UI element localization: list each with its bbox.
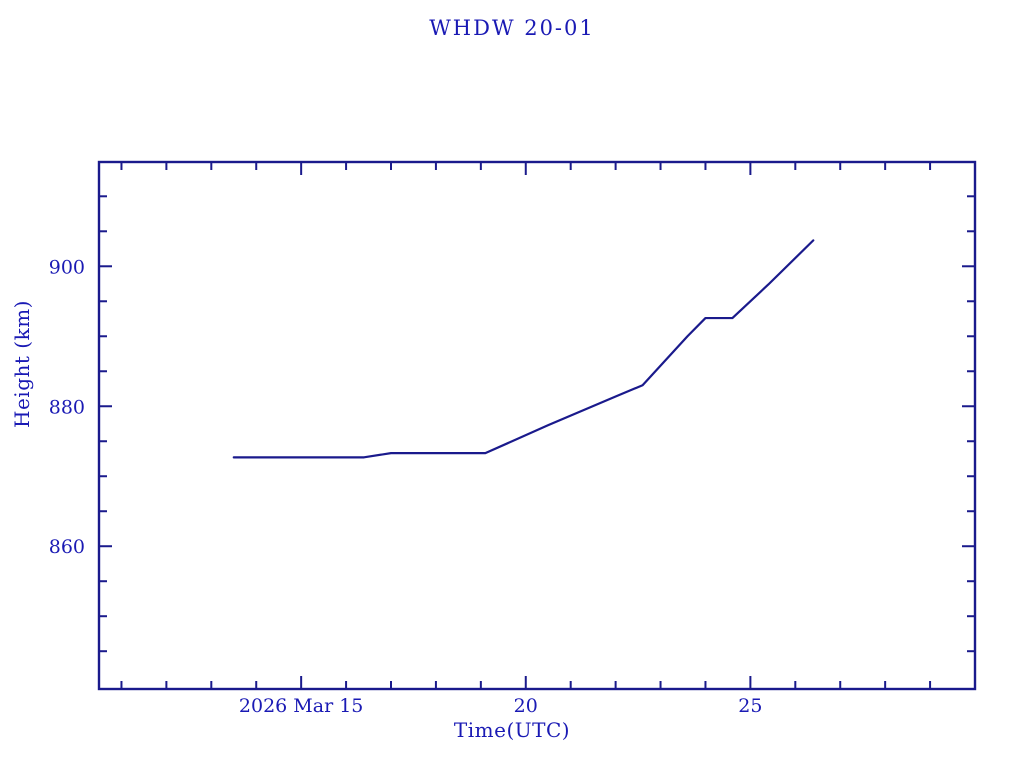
x-tick-label: 20: [514, 695, 538, 717]
y-tick-label: 880: [49, 396, 85, 418]
chart-title: WHDW 20-01: [429, 16, 595, 40]
y-tick-label: 900: [49, 256, 85, 278]
y-tick-label: 860: [49, 536, 85, 558]
data-series-line: [232, 239, 815, 459]
x-tick-label: 25: [738, 695, 762, 717]
x-axis-label: Time(UTC): [453, 718, 571, 742]
x-tick-label: 2026 Mar 15: [239, 695, 363, 717]
plot-frame: [97, 160, 977, 691]
